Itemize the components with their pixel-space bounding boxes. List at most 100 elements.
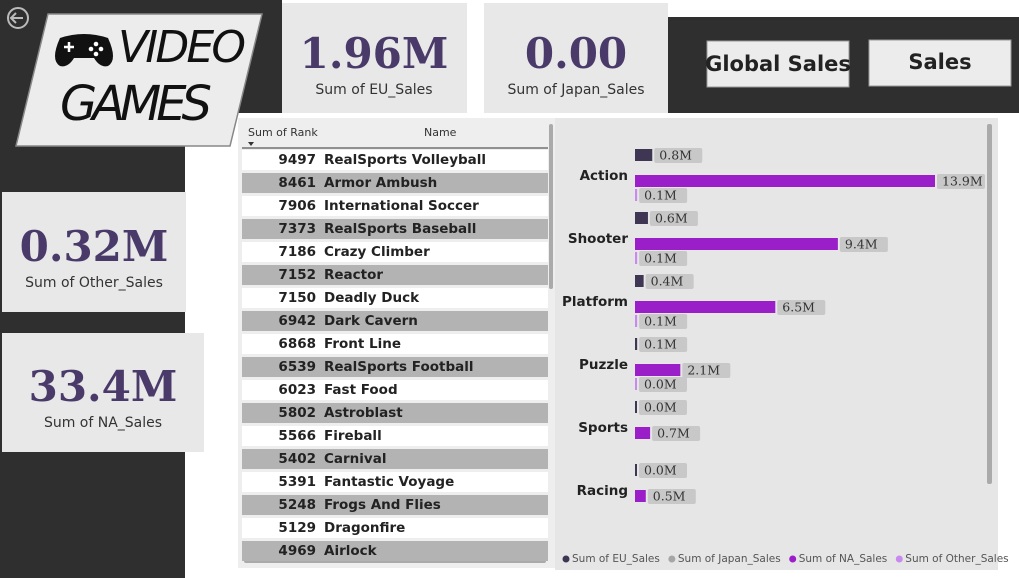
button (98, 46, 104, 52)
table-row (242, 150, 548, 170)
table-cell: RealSports Baseball (324, 221, 476, 237)
nav-button-label[interactable]: Sales (908, 50, 971, 74)
kpi-value: 1.96M (300, 29, 449, 78)
table-row (242, 265, 548, 285)
table-cell: Front Line (324, 336, 401, 352)
data-label: 0.0M (644, 400, 677, 415)
table-row (242, 380, 548, 400)
kpi-value: 33.4M (29, 362, 178, 411)
table-cell: 9497 (278, 152, 316, 168)
data-label: 0.7M (657, 426, 690, 441)
data-label: 2.1M (687, 363, 720, 378)
nav-button[interactable] (706, 40, 850, 88)
data-label: 9.4M (845, 237, 878, 252)
kpi-card (2, 192, 186, 312)
data-label: 0.1M (644, 251, 677, 266)
table-cell: Fireball (324, 428, 382, 444)
table-cell: Carnival (324, 451, 386, 467)
column-header[interactable]: Name (424, 126, 457, 139)
nav-button-label[interactable]: Global Sales (705, 52, 851, 76)
table-cell: Deadly Duck (324, 290, 420, 306)
back-button[interactable] (7, 7, 29, 29)
table-row (242, 426, 548, 446)
kpi-value: 0.32M (20, 222, 169, 271)
bar (635, 464, 637, 476)
table-row (242, 173, 548, 193)
table-cell: 7150 (278, 290, 316, 306)
table-cell: 5248 (278, 497, 316, 513)
legend-marker (895, 555, 903, 563)
table-row (242, 288, 548, 308)
table-cell: Fast Food (324, 382, 398, 398)
table-cell: 5129 (278, 520, 316, 536)
logo-line: VIDEO (118, 22, 246, 73)
data-label-bg (639, 400, 687, 415)
bar (635, 175, 935, 187)
bar (635, 301, 776, 313)
table-cell: Armor Ambush (324, 175, 437, 191)
data-label-bg (682, 363, 731, 378)
data-label-bg (647, 489, 696, 504)
nav-button[interactable] (868, 39, 1012, 87)
button (88, 46, 94, 52)
logo-line: GAMES (60, 76, 212, 132)
data-label-bg (645, 274, 694, 289)
table-row (242, 242, 548, 262)
kpi-label: Sum of EU_Sales (315, 82, 432, 98)
bar (635, 315, 638, 327)
kpi-card (2, 333, 204, 452)
data-label: 0.1M (644, 314, 677, 329)
data-label: 13.9M (942, 174, 983, 189)
table-row (242, 219, 548, 239)
data-label-bg (937, 174, 985, 189)
data-label: 0.4M (651, 274, 684, 289)
data-label-bg (639, 314, 688, 329)
table-cell: Airlock (324, 543, 378, 559)
data-label-bg (639, 377, 687, 392)
data-label: 0.0M (644, 377, 677, 392)
data-label-bg (639, 337, 688, 352)
table-cell: 4969 (278, 543, 316, 559)
table-row (242, 403, 548, 423)
bar-chart: Action 0.8M 13.9M 0.1M Shooter 0.6M 9.4M 0.1M Pl… (562, 148, 1009, 566)
table-cell: 6023 (278, 382, 316, 398)
category-label: Sports (578, 420, 628, 436)
table-cell: 5391 (278, 474, 316, 490)
table-cell: 6868 (278, 336, 316, 352)
table-cell: 6539 (278, 359, 316, 375)
table-cell: 5402 (278, 451, 316, 467)
table-cell: 8461 (278, 175, 316, 191)
table-row (242, 518, 548, 538)
bar (635, 378, 637, 390)
bar (635, 149, 653, 161)
scrollbar[interactable] (549, 124, 553, 289)
bar (635, 427, 651, 439)
data-label-bg (777, 300, 826, 315)
bar (635, 338, 638, 350)
legend-marker (562, 555, 570, 563)
scrollbar[interactable] (987, 124, 992, 484)
table-row (242, 196, 548, 216)
back-circle[interactable] (7, 7, 29, 29)
bar (635, 401, 637, 413)
category-label: Shooter (568, 231, 628, 247)
table-row (242, 334, 548, 354)
category-label: Action (580, 168, 628, 184)
data-label: 0.8M (659, 148, 692, 163)
table-cell: 6942 (278, 313, 316, 329)
table-cell: 7152 (278, 267, 316, 283)
bar (635, 252, 638, 264)
data-label-bg (652, 426, 701, 441)
button (93, 41, 99, 47)
bar (635, 189, 638, 201)
bar (635, 212, 648, 224)
back-arrow[interactable] (9, 12, 23, 24)
column-header[interactable]: Sum of Rank (248, 126, 318, 139)
legend-label: Sum of EU_Sales (572, 553, 660, 565)
table-cell: 7186 (278, 244, 316, 260)
category-label: Racing (577, 483, 628, 499)
table-cell: Reactor (324, 267, 383, 283)
bar (635, 275, 644, 287)
data-label: 0.1M (644, 188, 677, 203)
